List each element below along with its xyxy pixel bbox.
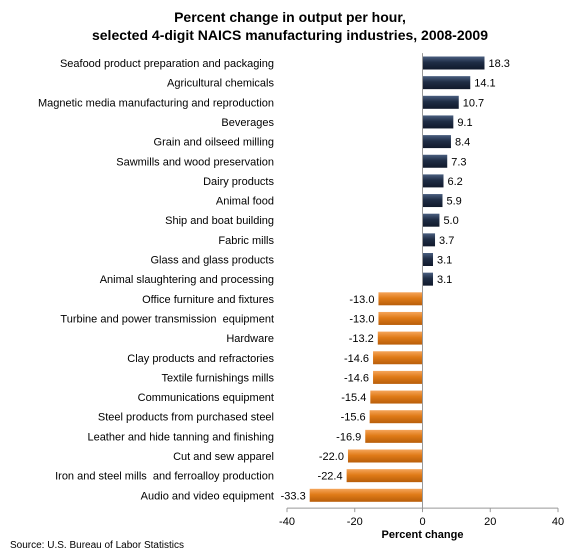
chart-title-line-2: selected 4-digit NAICS manufacturing ind… — [91, 27, 488, 43]
value-labels-group: 18.3 14.1 10.7 9.1 8.4 7.3 6.2 5.9 5.0 3.7 3.1 3.1 -… — [281, 58, 510, 502]
value-label: -13.0 — [349, 294, 374, 306]
source-note: Source: U.S. Bureau of Labor Statistics — [10, 540, 184, 551]
value-label: 8.4 — [455, 137, 470, 149]
bar — [422, 154, 448, 168]
value-label: 7.3 — [451, 156, 466, 168]
value-label: -15.4 — [341, 392, 366, 404]
category-label: Leather and hide tanning and finishing — [87, 431, 274, 443]
category-label: Beverages — [221, 117, 274, 129]
category-label: Agricultural chemicals — [167, 78, 274, 90]
bar — [370, 390, 423, 404]
value-label: 18.3 — [488, 58, 509, 70]
category-label: Communications equipment — [138, 392, 274, 404]
value-label: -14.6 — [344, 372, 369, 384]
category-label: Sawmills and wood preservation — [116, 156, 274, 168]
bar — [422, 272, 434, 286]
x-tick-label: 0 — [419, 516, 425, 528]
value-label: 9.1 — [457, 117, 472, 129]
value-label: -14.6 — [344, 353, 369, 365]
x-tick-label: 40 — [552, 516, 564, 528]
value-label: -22.4 — [318, 471, 343, 483]
bar — [309, 488, 423, 502]
value-label: 10.7 — [463, 97, 484, 109]
bar — [346, 469, 423, 483]
value-label: -22.0 — [319, 451, 344, 463]
value-label: -13.0 — [349, 313, 374, 325]
bars-group — [309, 56, 485, 502]
x-axis-group: -40 -20 0 20 40 Percent change — [279, 53, 564, 541]
chart-title-line-1: Percent change in output per hour, — [174, 9, 406, 25]
value-label: 14.1 — [474, 78, 495, 90]
bar — [422, 56, 485, 70]
value-label: -13.2 — [349, 333, 374, 345]
bar — [422, 233, 436, 247]
category-label: Iron and steel mills and ferroalloy prod… — [55, 471, 274, 483]
value-label: 3.1 — [437, 274, 452, 286]
category-label: Textile furnishings mills — [162, 372, 275, 384]
category-label: Cut and sew apparel — [173, 451, 274, 463]
category-label: Glass and glass products — [150, 255, 274, 267]
bar — [378, 311, 423, 325]
category-labels-group: Seafood product preparation and packagin… — [38, 58, 275, 502]
category-label: Clay products and refractories — [127, 353, 274, 365]
category-label: Audio and video equipment — [141, 490, 274, 502]
bar — [373, 351, 423, 365]
category-label: Office furniture and fixtures — [142, 294, 274, 306]
category-label: Magnetic media manufacturing and reprodu… — [38, 97, 274, 109]
category-label: Fabric mills — [218, 235, 274, 247]
value-label: -15.6 — [341, 412, 366, 424]
value-label: 3.1 — [437, 255, 452, 267]
bar — [422, 115, 454, 129]
category-label: Animal food — [216, 196, 274, 208]
x-axis-label: Percent change — [382, 529, 464, 541]
category-label: Hardware — [226, 333, 274, 345]
category-label: Turbine and power transmission equipment — [60, 313, 274, 325]
category-label: Grain and oilseed milling — [154, 137, 274, 149]
category-label: Ship and boat building — [165, 215, 274, 227]
value-label: 5.9 — [446, 196, 461, 208]
value-label: 3.7 — [439, 235, 454, 247]
category-label: Seafood product preparation and packagin… — [60, 58, 274, 70]
bar — [422, 174, 444, 188]
bar — [347, 449, 423, 463]
bar — [365, 429, 423, 443]
bar — [422, 95, 459, 109]
bar — [422, 253, 434, 266]
category-label: Steel products from purchased steel — [98, 412, 274, 424]
bar — [369, 410, 423, 424]
bar — [373, 370, 423, 384]
bar — [422, 76, 471, 90]
value-label: -16.9 — [336, 431, 361, 443]
x-tick-label: 20 — [484, 516, 496, 528]
bar — [378, 292, 423, 306]
value-label: 6.2 — [448, 176, 463, 188]
x-tick-label: -20 — [347, 516, 363, 528]
bar — [422, 135, 451, 149]
category-label: Animal slaughtering and processing — [100, 274, 274, 286]
bar — [422, 194, 443, 208]
value-label: 5.0 — [443, 215, 458, 227]
x-tick-label: -40 — [279, 516, 295, 528]
bar — [422, 213, 440, 227]
value-label: -33.3 — [281, 490, 306, 502]
bar — [377, 331, 423, 345]
category-label: Dairy products — [203, 176, 274, 188]
